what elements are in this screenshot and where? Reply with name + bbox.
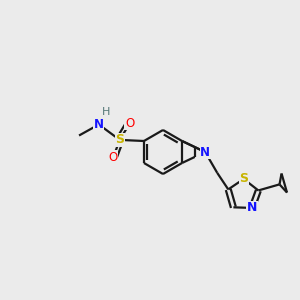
Text: S: S	[115, 134, 124, 146]
Text: N: N	[94, 118, 104, 131]
Text: N: N	[247, 201, 257, 214]
Text: O: O	[109, 151, 118, 164]
Text: S: S	[239, 172, 248, 185]
Text: N: N	[200, 146, 210, 158]
Text: H: H	[102, 107, 110, 117]
Text: O: O	[125, 117, 134, 130]
